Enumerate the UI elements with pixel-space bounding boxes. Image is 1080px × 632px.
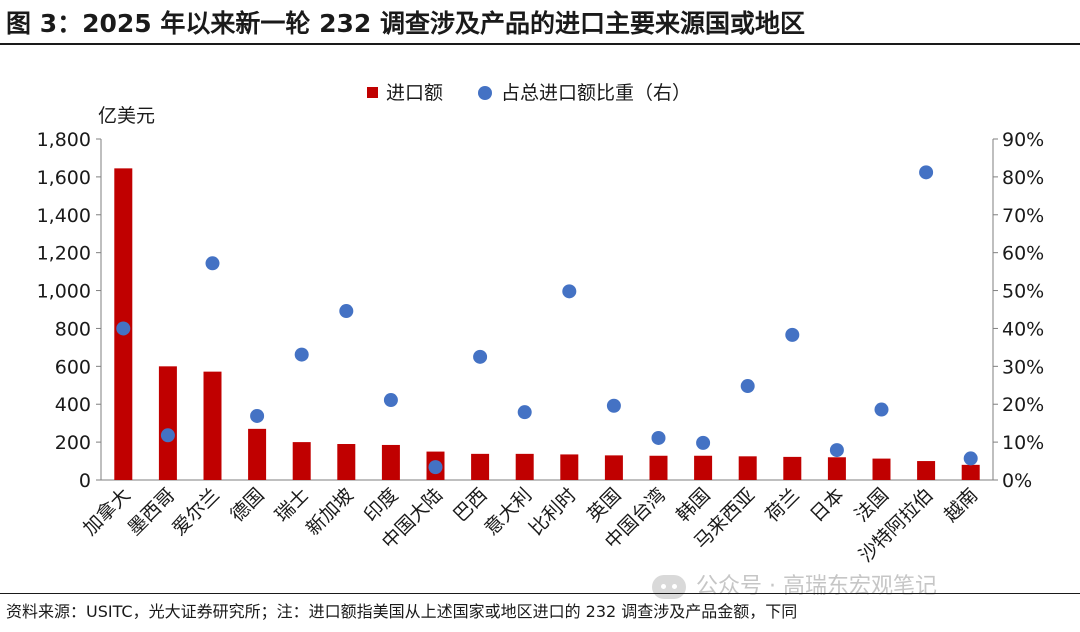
right-tick-label: 20%: [1002, 394, 1044, 416]
dot: [562, 284, 577, 299]
right-tick-label: 0%: [1002, 470, 1032, 492]
left-tick-label: 600: [55, 356, 91, 378]
category-label: 意大利: [480, 484, 536, 540]
y-unit-label: 亿美元: [98, 105, 155, 127]
dot: [428, 460, 443, 475]
right-axis-ticks: 0% 10% 20% 30% 40% 50% 60% 70% 80% 90%: [993, 129, 1044, 492]
right-tick-label: 30%: [1002, 356, 1044, 378]
category-label: 日本: [806, 484, 848, 526]
bar: [337, 444, 356, 480]
left-tick-label: 1,200: [37, 243, 91, 265]
bar: [961, 464, 980, 480]
left-tick-label: 1,000: [37, 281, 91, 303]
right-tick-label: 10%: [1002, 432, 1044, 454]
dot: [160, 428, 175, 443]
left-tick-label: 200: [55, 432, 91, 454]
category-label: 越南: [940, 484, 982, 526]
watermark-text: 公众号 · 高瑞东宏观笔记: [696, 574, 937, 599]
category-label: 荷兰: [761, 484, 803, 526]
bar: [381, 444, 400, 480]
bar: [694, 455, 713, 480]
dot: [651, 430, 666, 445]
dot: [740, 379, 755, 394]
bar: [738, 456, 757, 480]
dot: [919, 165, 934, 180]
legend-bar-label: 进口额: [386, 82, 443, 104]
bar: [248, 428, 267, 480]
bar: [471, 453, 490, 480]
wechat-icon: [652, 575, 686, 599]
right-tick-label: 60%: [1002, 243, 1044, 265]
bar: [158, 366, 177, 480]
footer-divider: [0, 593, 1080, 594]
right-tick-label: 70%: [1002, 205, 1044, 227]
category-label: 墨西哥: [124, 484, 180, 540]
dot: [696, 435, 711, 450]
bar: [515, 453, 534, 480]
left-tick-label: 1,800: [37, 129, 91, 151]
source-note: 资料来源：USITC，光大证券研究所；注：进口额指美国从上述国家或地区进口的 2…: [6, 602, 798, 621]
title-divider: [0, 43, 1080, 45]
watermark: 公众号 · 高瑞东宏观笔记: [652, 568, 937, 600]
left-tick-label: 1,600: [37, 167, 91, 189]
dot: [205, 256, 220, 271]
dot: [383, 393, 398, 408]
bar: [292, 442, 311, 480]
bar-series: [114, 168, 980, 480]
bar: [783, 456, 802, 480]
category-label: 德国: [226, 484, 268, 526]
left-axis-ticks: 0 200 400 600 800 1,000 1,200 1,400 1,600 1,800: [37, 129, 101, 492]
dot: [517, 405, 532, 420]
bar: [649, 455, 668, 480]
dot: [294, 347, 309, 362]
dot: [473, 349, 488, 364]
dot: [339, 304, 354, 319]
bar: [604, 455, 623, 480]
dot: [963, 451, 978, 466]
dot: [829, 443, 844, 458]
bar: [203, 371, 222, 480]
category-label: 新加坡: [302, 484, 358, 540]
left-tick-label: 400: [55, 394, 91, 416]
dot: [250, 408, 265, 423]
legend-dot-label: 占总进口额比重（右）: [501, 82, 691, 104]
right-tick-label: 40%: [1002, 318, 1044, 340]
figure-title: 图 3：2025 年以来新一轮 232 调查涉及产品的进口主要来源国或地区: [6, 9, 805, 38]
combo-chart: 进口额 占总进口额比重（右） 亿美元 0 200 400 600 800 1,000 1,2…: [37, 82, 1045, 567]
bar: [917, 461, 936, 480]
left-tick-label: 0: [79, 470, 91, 492]
bar: [827, 457, 846, 480]
category-label: 爱尔兰: [168, 484, 224, 540]
dot: [785, 327, 800, 342]
dot: [874, 402, 889, 417]
left-tick-label: 800: [55, 318, 91, 340]
dot-series: [116, 165, 978, 475]
category-label: 比利时: [525, 484, 581, 540]
bar: [560, 454, 579, 480]
right-tick-label: 80%: [1002, 167, 1044, 189]
legend: 进口额 占总进口额比重（右）: [367, 82, 691, 104]
left-tick-label: 1,400: [37, 205, 91, 227]
legend-dot-swatch: [478, 86, 492, 100]
bar: [872, 458, 891, 480]
right-tick-label: 90%: [1002, 129, 1044, 151]
dot: [606, 398, 621, 413]
right-tick-label: 50%: [1002, 281, 1044, 303]
legend-bar-swatch: [367, 87, 378, 98]
dot: [116, 321, 131, 336]
